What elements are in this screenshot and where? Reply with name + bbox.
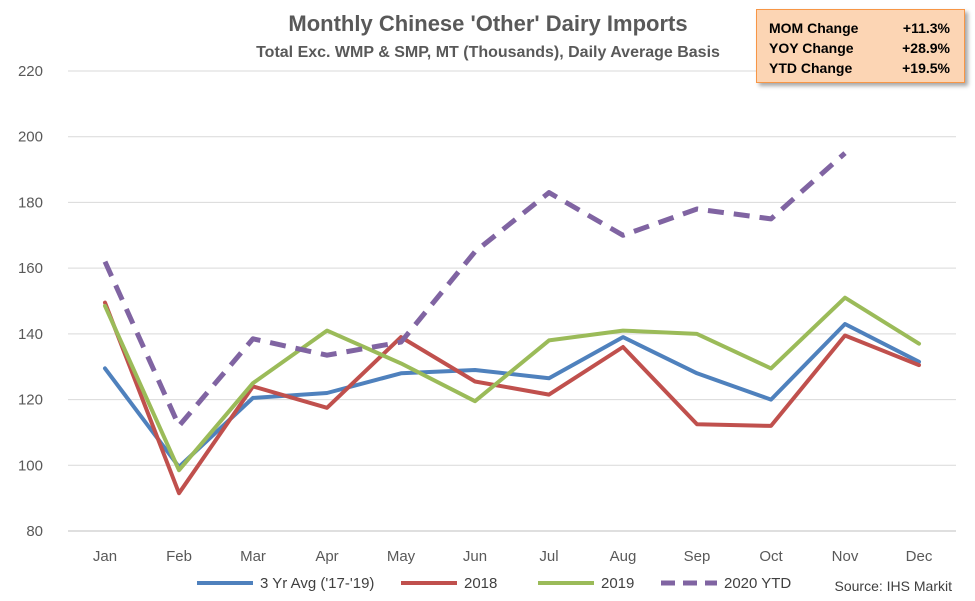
chart-subtitle: Total Exc. WMP & SMP, MT (Thousands), Da… <box>256 44 720 61</box>
stat-value: +19.5% <box>902 60 950 76</box>
x-tick-label: Dec <box>906 548 933 565</box>
x-tick-label: Mar <box>240 548 266 565</box>
stat-label: MOM Change <box>769 20 859 36</box>
stat-row-mom: MOM Change +11.3% <box>769 18 950 38</box>
stat-value: +28.9% <box>902 40 950 56</box>
series-line <box>103 322 921 469</box>
legend-label: 2018 <box>464 575 497 592</box>
series-line <box>102 151 847 429</box>
y-tick-label: 100 <box>18 457 43 474</box>
series-line <box>103 300 921 496</box>
series-line <box>103 295 921 473</box>
y-tick-label: 140 <box>18 326 43 343</box>
stat-row-yoy: YOY Change +28.9% <box>769 38 950 58</box>
stat-label: YOY Change <box>769 40 854 56</box>
legend: 3 Yr Avg ('17-'19) 2018 2019 2020 YTD <box>197 575 791 592</box>
x-tick-label: Oct <box>759 548 783 565</box>
y-tick-label: 180 <box>18 194 43 211</box>
y-tick-label: 160 <box>18 260 43 277</box>
stat-row-ytd: YTD Change +19.5% <box>769 58 950 78</box>
y-axis: 80 100 120 140 160 180 200 220 <box>18 63 43 540</box>
chart-title: Monthly Chinese 'Other' Dairy Imports <box>288 11 687 36</box>
stat-value: +11.3% <box>902 20 950 36</box>
y-tick-label: 120 <box>18 392 43 409</box>
x-tick-label: Aug <box>610 548 637 565</box>
x-tick-label: Jul <box>539 548 558 565</box>
gridlines <box>68 70 956 532</box>
y-tick-label: 80 <box>26 523 43 540</box>
x-tick-label: Nov <box>832 548 859 565</box>
x-axis: Jan Feb Mar Apr May Jun Jul Aug Sep Oct Nov Dec <box>68 530 956 565</box>
x-tick-label: Jun <box>463 548 487 565</box>
legend-label: 2019 <box>601 575 634 592</box>
x-tick-label: Apr <box>315 548 338 565</box>
x-tick-label: Feb <box>166 548 192 565</box>
y-tick-label: 220 <box>18 63 43 80</box>
x-tick-label: Sep <box>684 548 711 565</box>
x-tick-label: Jan <box>93 548 117 565</box>
series-lines <box>102 151 921 496</box>
x-tick-label: May <box>387 548 416 565</box>
legend-label: 2020 YTD <box>724 575 791 592</box>
source-note: Source: IHS Markit <box>835 578 953 594</box>
y-tick-label: 200 <box>18 129 43 146</box>
legend-label: 3 Yr Avg ('17-'19) <box>260 575 374 592</box>
stats-box: MOM Change +11.3% YOY Change +28.9% YTD … <box>756 9 965 83</box>
stat-label: YTD Change <box>769 60 853 76</box>
